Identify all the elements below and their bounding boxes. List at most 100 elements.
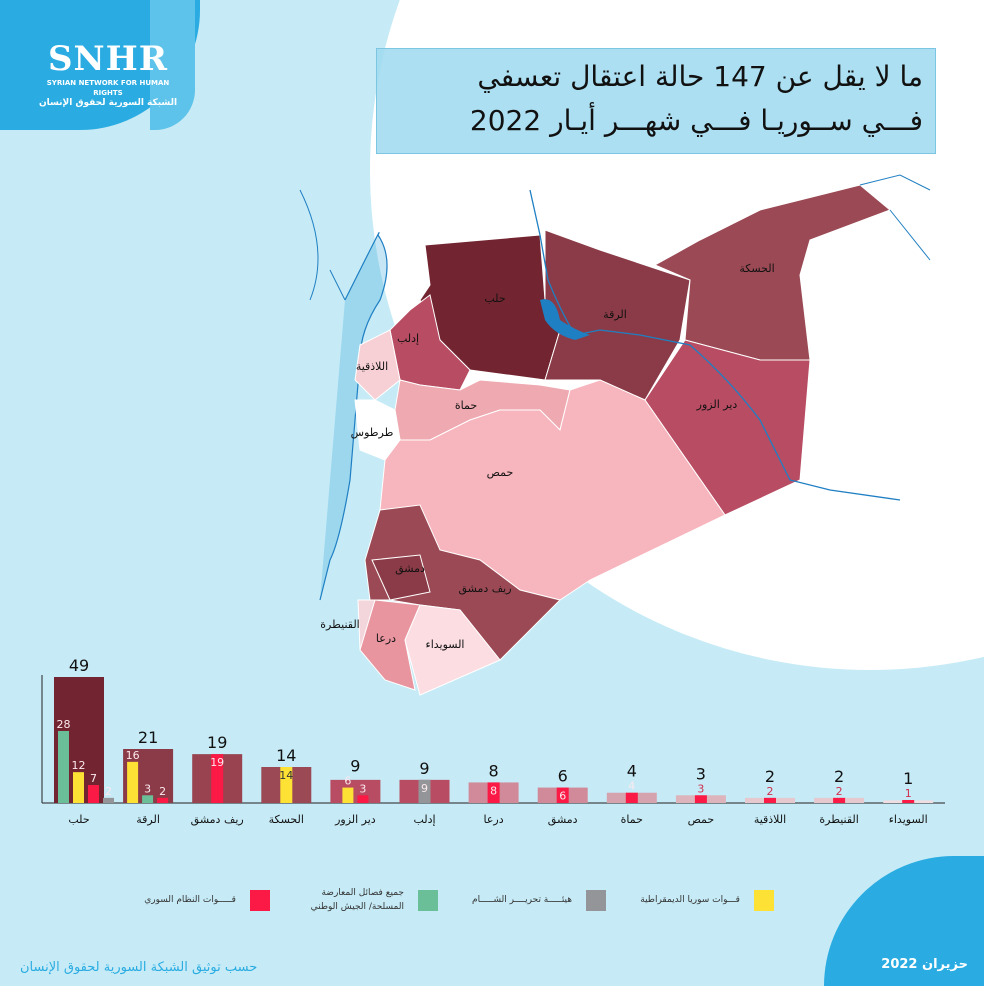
bar-opposition <box>142 795 154 803</box>
category-label: حمص <box>688 813 715 826</box>
bar-sdf <box>280 767 293 803</box>
legend-item: قـــــوات النظام السوري <box>116 889 270 911</box>
legend-swatch <box>418 889 438 911</box>
logo-english: SYRIAN NETWORK FOR HUMAN RIGHTS <box>46 79 170 97</box>
map-region-label: طرطوس <box>351 426 394 439</box>
bar-segment-label: 4 <box>628 780 635 793</box>
map-region-label: إدلب <box>397 332 419 345</box>
bar-regime <box>157 797 169 803</box>
category-label: حماة <box>621 813 643 826</box>
category-label: السويداء <box>889 813 928 826</box>
chart-legend: قـــــوات النظام السوري جميع فصائل المعار… <box>116 886 774 914</box>
footer-date: حزيران 2022 <box>881 957 968 972</box>
bar-total-label: 8 <box>489 761 499 780</box>
bar-sdf <box>127 761 139 803</box>
bar-segment-label: 16 <box>126 749 140 762</box>
bar-total-label: 9 <box>419 759 429 778</box>
bar-regime <box>211 754 224 803</box>
category-label: دير الزور <box>334 813 376 826</box>
snhr-logo: SNHR SYRIAN NETWORK FOR HUMAN RIGHTS الش… <box>38 40 178 108</box>
bar-segment-label: 3 <box>359 782 366 795</box>
category-label: القنيطرة <box>819 813 858 826</box>
coastline-north <box>299 189 346 301</box>
bar-segment-label: 6 <box>344 775 351 788</box>
bar-segment-label: 28 <box>57 718 71 731</box>
category-label: دمشق <box>548 813 578 827</box>
legend-item: جميع فصائل المعارضة المسلحة/ الجيش الوطن… <box>284 886 438 914</box>
tigris-river <box>859 174 931 261</box>
bar-total-label: 14 <box>276 746 296 765</box>
bar-regime <box>625 792 638 803</box>
legend-swatch <box>586 889 606 911</box>
logo-accent <box>150 0 195 130</box>
map-region-label: دمشق <box>395 562 425 576</box>
map-region-label: حماة <box>455 399 477 412</box>
bar-total-label: 21 <box>138 728 158 747</box>
bar-segment-label: 8 <box>490 784 497 797</box>
bar-segment-label: 1 <box>905 787 912 800</box>
map-region-label: القنيطرة <box>320 618 359 631</box>
category-label: حلب <box>68 813 89 826</box>
title-line-1: ما لا يقل عن 147 حالة اعتقال تعسفي <box>477 60 923 93</box>
bar-segment-label: 3 <box>144 782 151 795</box>
bar-regime <box>556 787 569 803</box>
map-region <box>354 329 401 401</box>
bar-hts <box>103 797 114 803</box>
bar-opposition <box>58 731 69 803</box>
map-region-label: اللاذقية <box>356 360 388 373</box>
bar-segment-label: 12 <box>72 759 86 772</box>
bar-segment-label: 9 <box>421 782 428 795</box>
legend-label: قـــــوات النظام السوري <box>144 895 236 905</box>
legend-label: قـــوات سوريا الديمقراطية <box>640 895 740 905</box>
bar-total-label: 4 <box>627 762 637 781</box>
bar-regime <box>487 782 500 803</box>
map-region <box>404 604 501 696</box>
bar-total-label: 49 <box>69 656 89 675</box>
bar-regime <box>694 795 707 803</box>
map-region-label: حلب <box>484 292 505 305</box>
bar-segment-label: 3 <box>697 782 704 795</box>
bar-regime <box>833 797 846 803</box>
map-region-label: دير الزور <box>696 398 738 411</box>
map-region-label: الحسكة <box>739 262 774 275</box>
bar-total-label: 2 <box>834 767 844 786</box>
bar-hts <box>418 779 431 803</box>
map-region <box>419 234 561 381</box>
bar-segment-label: 2 <box>105 785 112 798</box>
bar-segment-label: 14 <box>279 769 293 782</box>
category-label: إدلب <box>413 813 435 826</box>
bar-segment-label: 2 <box>159 785 166 798</box>
map-region-label: حمص <box>487 466 514 479</box>
bar-segment-label: 19 <box>210 756 224 769</box>
bar-total-label: 3 <box>696 764 706 783</box>
title-line-2: فـــي ســوريـا فـــي شهـــر أيـار 2022 <box>469 104 923 137</box>
logo-arabic: الشبكة السورية لحقوق الإنسان <box>38 98 178 108</box>
map-region-label: ريف دمشق <box>458 582 511 596</box>
logo-abbr: SNHR <box>47 39 168 79</box>
bar-sdf <box>342 787 354 803</box>
bar-regime <box>764 797 776 803</box>
bar-total-label: 2 <box>765 767 775 786</box>
euphrates-river <box>529 189 901 501</box>
map-region-label: الرقة <box>603 308 627 321</box>
category-label: اللاذقية <box>754 813 786 826</box>
bar-total-label: 1 <box>903 769 913 788</box>
category-label: الرقة <box>136 813 160 826</box>
page-title: ما لا يقل عن 147 حالة اعتقال تعسفي فـــي… <box>376 48 936 154</box>
coastline <box>319 232 388 601</box>
category-label: الحسكة <box>269 813 304 826</box>
bar-regime <box>902 800 915 803</box>
legend-item: قـــوات سوريا الديمقراطية <box>620 889 774 911</box>
bar-total <box>330 779 381 803</box>
bar-segment-label: 6 <box>559 790 566 803</box>
map-region-label: درعا <box>376 632 396 645</box>
legend-label: جميع فصائل المعارضة المسلحة/ الجيش الوطن… <box>310 888 404 912</box>
bar-regime <box>88 785 99 803</box>
legend-swatch <box>250 889 270 911</box>
map-region <box>653 184 891 361</box>
bar-regime <box>357 795 369 803</box>
map-region <box>371 554 431 601</box>
lake-assad <box>540 299 590 340</box>
legend-item: هيئـــــة تحريــــر الشـــــام <box>452 889 606 911</box>
